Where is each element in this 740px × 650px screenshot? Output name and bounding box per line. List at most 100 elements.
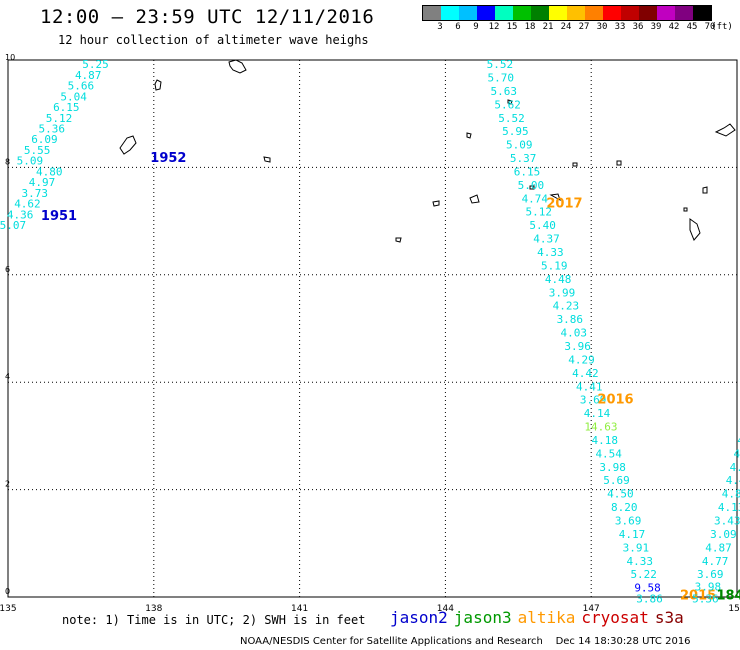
legend-swatch [567, 6, 585, 20]
swh-value: 5.52 [498, 112, 525, 125]
legend-label: 18 [524, 22, 536, 32]
swh-value: 4.03 [560, 327, 587, 340]
swh-value: 5.22 [630, 568, 657, 581]
swh-value: 4.37 [533, 233, 560, 246]
legend-swatches [422, 5, 712, 21]
swh-value: 5.66 [68, 80, 95, 93]
legend-label: 12 [488, 22, 500, 32]
island-outline [228, 59, 247, 74]
pass-time-label: 2016 [597, 393, 633, 408]
swh-value: 5.19 [541, 259, 568, 272]
legend-swatch [477, 6, 495, 20]
swh-value: 5.70 [488, 71, 515, 84]
island-outline [395, 237, 402, 243]
swh-value: 3.99 [549, 286, 576, 299]
island-outline [466, 132, 472, 139]
y-tick-label: 4 [5, 372, 10, 381]
track-altika-2015: 3.86 2015 [636, 589, 716, 606]
legend-unit: (ft) [711, 22, 733, 32]
legend-label: 27 [578, 22, 590, 32]
island-outline [702, 186, 708, 194]
swh-value: 3.98 [599, 461, 626, 474]
swh-value: 3.69 [615, 515, 642, 528]
pass-time-label: 2017 [546, 197, 582, 212]
pass-time-label: 1849 [716, 589, 740, 604]
swh-value: 5.09 [17, 155, 44, 168]
island-outline [529, 185, 535, 190]
legend-label: 21 [542, 22, 554, 32]
swh-value: 5.36 [38, 122, 65, 135]
swh-value: 3.43 [714, 515, 740, 528]
island-outline [572, 162, 578, 167]
swh-value: 4.80 [36, 165, 63, 178]
legend-swatch [423, 6, 441, 20]
legend-swatch [639, 6, 657, 20]
swh-value: 3.69 [697, 568, 724, 581]
legend-label: 30 [596, 22, 608, 32]
legend-label: 42 [668, 22, 680, 32]
swh-value: 4.17 [619, 528, 646, 541]
swh-value: 4.02 [733, 447, 740, 460]
footer-note: note: 1) Time is in UTC; 2) SWH is in fe… [62, 613, 366, 627]
satellite-tracks: 5.254.875.665.046.155.125.366.095.555.09… [0, 58, 740, 605]
color-legend: 3 6 9 12 15 18 21 24 27 30 33 36 39 42 45 70 (ft) [422, 5, 733, 33]
swh-value: 5.37 [510, 152, 537, 165]
legend-label: 33 [614, 22, 626, 32]
x-tick-label: 135 [0, 604, 17, 614]
island-outline [507, 99, 513, 105]
swh-value: 5.63 [490, 85, 517, 98]
legend-swatch [693, 6, 711, 20]
swh-value: 5.55 [24, 144, 51, 157]
track-jason2-1951: 4.804.973.734.624.365.07 1951 [0, 165, 77, 232]
swh-value: 3.09 [710, 528, 737, 541]
swh-value: 3.96 [564, 340, 591, 353]
swh-value: 4.97 [29, 176, 56, 189]
swh-value: 6.15 [514, 165, 541, 178]
swh-value: 4.54 [595, 447, 622, 460]
island-outline [714, 123, 736, 137]
pass-time-label: 2015 [680, 589, 716, 604]
swh-value: 4.41 [576, 380, 603, 393]
swh-value: 3.73 [21, 187, 48, 200]
y-tick-label: 8 [5, 157, 10, 166]
swh-value: 5.69 [603, 474, 630, 487]
legend-swatch [675, 6, 693, 20]
y-tick-label: 2 [5, 480, 10, 489]
legend-swatch [531, 6, 549, 20]
swh-value: 3.91 [623, 541, 650, 554]
swh-value: 3.86 [557, 313, 584, 326]
swh-value: 4.18 [592, 434, 619, 447]
track-altika-2016: 4.413.694.1414.634.184.543.985.694.508.2… [576, 380, 661, 594]
legend-swatch [513, 6, 531, 20]
swh-value: 4.62 [14, 198, 41, 211]
track-jason2-1952: 5.254.875.665.046.155.125.366.095.555.09… [17, 58, 187, 168]
island-outline [689, 218, 701, 241]
land-outlines [119, 59, 736, 243]
swh-value: 6.15 [53, 101, 80, 114]
swh-value: 5.12 [46, 112, 73, 125]
swh-value: 4.15 [730, 461, 740, 474]
satellite-key-jason3: jason3 [453, 608, 512, 627]
swh-value: 4.50 [607, 488, 634, 501]
swh-value: 4.81 [722, 488, 740, 501]
swh-value: 14.63 [584, 421, 617, 434]
swh-value: 3.69 [580, 394, 607, 407]
island-outline [549, 193, 561, 202]
island-outline [683, 207, 688, 212]
axis-tick-labels: 135 138 141 144 147 150 0 2 4 6 8 10 [0, 53, 740, 614]
track-jason3-1850: 4.154.024.694.444.964.163.993.543.844.07… [730, 434, 740, 474]
legend-label: 39 [650, 22, 662, 32]
page-title: 12:00 – 23:59 UTC 12/11/2016 [40, 6, 375, 28]
pass-time-label: 1951 [41, 209, 77, 224]
legend-swatch [459, 6, 477, 20]
swh-value: 4.69 [737, 434, 740, 447]
swh-value: 5.25 [82, 58, 109, 71]
legend-swatch [585, 6, 603, 20]
satellite-key-cryosat: cryosat [581, 608, 649, 627]
legend-label: 70 [704, 22, 716, 32]
swh-value: 9.58 [634, 582, 661, 595]
swh-value: 5.36 [692, 592, 719, 605]
satellite-key-jason2: jason2 [390, 608, 448, 627]
satellite-key: jason2 jason3 altika cryosat s3a [390, 608, 690, 627]
track-jason3-1849: 5.363.983.694.774.873.093.434.134.814.49… [692, 474, 740, 605]
